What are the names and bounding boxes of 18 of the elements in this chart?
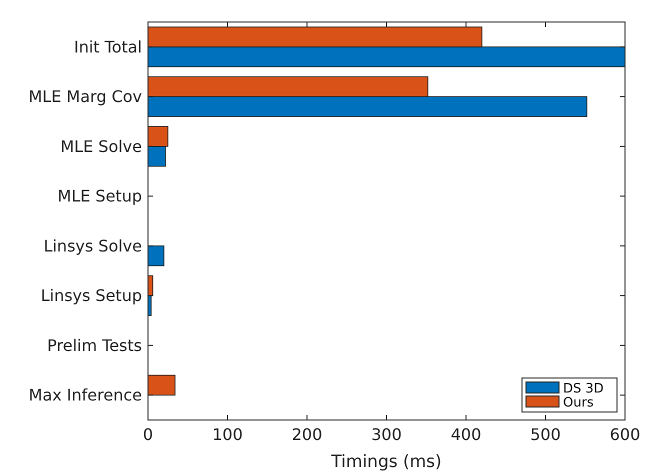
y-tick-label: Linsys Solve — [44, 236, 142, 256]
legend-label: Ours — [563, 396, 594, 411]
x-tick-label: 200 — [292, 425, 322, 444]
y-tick-label: Init Total — [74, 37, 142, 56]
x-axis-title: Timings (ms) — [330, 452, 442, 472]
x-tick-label: 300 — [371, 425, 402, 444]
x-tick-label: 400 — [450, 425, 482, 444]
y-tick-label: MLE Marg Cov — [28, 87, 142, 106]
legend-label: DS 3D — [563, 382, 604, 397]
x-tick-label: 500 — [530, 425, 561, 444]
x-tick-label: 600 — [610, 425, 640, 444]
x-tick-label: 0 — [142, 425, 154, 444]
x-tick-label: 100 — [212, 425, 243, 444]
y-tick-label: Linsys Setup — [40, 286, 142, 306]
y-tick-label: MLE Setup — [58, 186, 142, 206]
y-tick-label: Max Inference — [28, 386, 142, 405]
y-tick-label: Prelim Tests — [47, 336, 142, 355]
y-tick-label: MLE Solve — [60, 136, 142, 156]
